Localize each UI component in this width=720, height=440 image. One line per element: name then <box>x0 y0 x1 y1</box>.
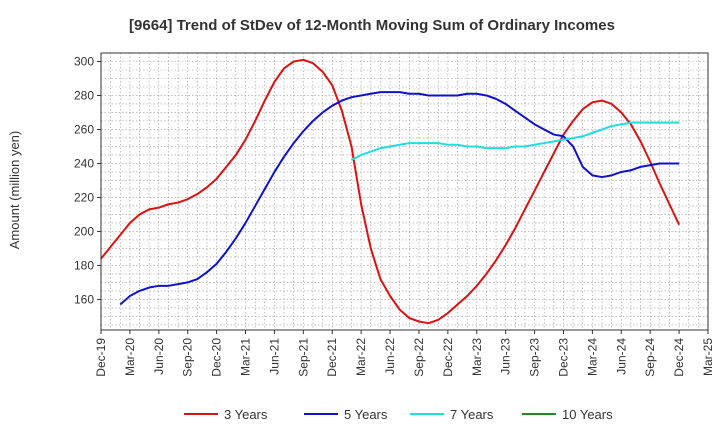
legend-label: 5 Years <box>344 407 388 422</box>
x-tick-label: Jun-23 <box>499 338 513 375</box>
series-line-3-years <box>100 58 681 325</box>
y-tick-label: 180 <box>74 258 94 272</box>
series-line-5-years <box>119 91 680 306</box>
x-tick-label: Sep-24 <box>643 338 657 377</box>
x-tick-label: Sep-23 <box>528 338 542 377</box>
x-tick-label: Dec-24 <box>672 338 686 377</box>
y-tick-label: 240 <box>74 156 94 170</box>
y-axis-ticks: 160 180 200 220 240 260 280 300 <box>74 54 101 306</box>
x-tick-label: Jun-24 <box>614 338 628 375</box>
x-tick-label: Mar-22 <box>354 338 368 376</box>
legend-label: 7 Years <box>450 407 494 422</box>
series-layer <box>100 58 681 325</box>
x-tick-label: Dec-23 <box>556 338 570 377</box>
grid <box>100 52 709 330</box>
y-tick-label: 260 <box>74 122 94 136</box>
series-line-7-years <box>351 121 680 161</box>
y-tick-label: 160 <box>74 292 94 306</box>
x-tick-label: Sep-21 <box>296 338 310 377</box>
plot-frame <box>100 52 709 331</box>
chart-title: [9664] Trend of StDev of 12-Month Moving… <box>129 17 615 34</box>
x-tick-label: Dec-19 <box>94 338 108 377</box>
x-tick-label: Mar-25 <box>701 338 715 376</box>
y-tick-label: 280 <box>74 88 94 102</box>
legend-label: 3 Years <box>224 407 268 422</box>
x-tick-label: Mar-23 <box>470 338 484 376</box>
x-tick-label: Mar-21 <box>239 338 253 376</box>
x-tick-label: Dec-22 <box>441 338 455 377</box>
x-tick-label: Sep-22 <box>412 338 426 377</box>
x-tick-label: Jun-22 <box>383 338 397 375</box>
x-tick-label: Mar-24 <box>585 338 599 376</box>
x-tick-label: Jun-21 <box>267 338 281 375</box>
x-tick-label: Sep-20 <box>181 338 195 377</box>
x-tick-label: Jun-20 <box>152 338 166 375</box>
y-tick-label: 220 <box>74 190 94 204</box>
y-axis-label: Amount (million yen) <box>7 131 22 250</box>
x-tick-label: Mar-20 <box>123 338 137 376</box>
x-tick-label: Dec-20 <box>210 338 224 377</box>
legend: 3 Years 5 Years 7 Years 10 Years <box>184 407 613 422</box>
x-axis-ticks: Dec-19 Mar-20 Jun-20 Sep-20 Dec-20 Mar-21 Jun-… <box>94 330 715 377</box>
legend-label: 10 Years <box>562 407 613 422</box>
y-tick-label: 200 <box>74 224 94 238</box>
y-tick-label: 300 <box>74 54 94 68</box>
x-tick-label: Dec-21 <box>325 338 339 377</box>
